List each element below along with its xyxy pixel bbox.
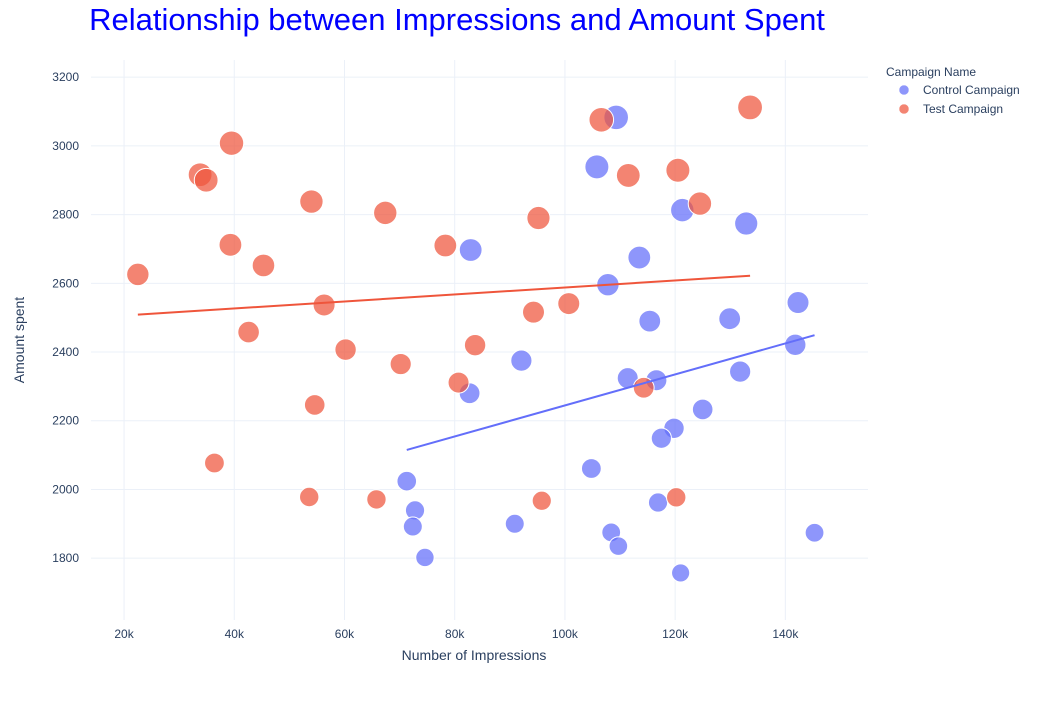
- x-tick-label: 100k: [552, 627, 579, 641]
- test-campaign-point: [463, 333, 487, 357]
- control-campaign-point: [504, 513, 525, 534]
- test-campaign-point: [737, 94, 763, 121]
- test-campaign-point: [193, 167, 219, 193]
- test-campaign-point: [251, 253, 276, 278]
- test-campaign-point: [665, 157, 691, 183]
- x-tick-label: 20k: [114, 627, 134, 641]
- control-campaign-point: [804, 522, 825, 543]
- data-points: [126, 94, 825, 583]
- legend-title: Campaign Name: [886, 65, 976, 79]
- control-campaign-point: [580, 458, 602, 479]
- y-tick-label: 1800: [52, 551, 79, 565]
- control-campaign-point: [584, 154, 610, 180]
- test-campaign-point: [237, 320, 260, 344]
- control-campaign-point: [671, 563, 691, 583]
- test-campaign-point: [303, 394, 326, 416]
- control-campaign-trendline: [406, 334, 815, 451]
- test-campaign-point: [334, 338, 357, 361]
- test-campaign-point: [389, 352, 412, 376]
- legend-label-control-campaign: Control Campaign: [923, 83, 1020, 97]
- test-campaign-trendline: [137, 274, 751, 316]
- control-campaign-points: [396, 104, 825, 583]
- test-campaign-point: [588, 106, 615, 133]
- control-campaign-point: [402, 516, 423, 537]
- control-campaign-point: [627, 245, 652, 270]
- test-campaign-point: [557, 292, 581, 316]
- trendlines: [137, 274, 815, 451]
- test-campaign-point: [615, 163, 641, 188]
- legend-items: Control Campaign Test Campaign: [898, 83, 1020, 116]
- control-campaign-point: [729, 360, 752, 383]
- test-campaign-point: [447, 371, 470, 394]
- control-campaign-point: [691, 398, 714, 421]
- x-tick-label: 60k: [335, 627, 355, 641]
- test-campaign-point: [126, 262, 150, 287]
- legend-marker-test-campaign: [898, 103, 910, 115]
- control-campaign-point: [650, 427, 672, 449]
- control-campaign-point: [415, 547, 435, 568]
- y-axis-ticks: 1800 2000 2200 2400 2600 2800 3000 3200: [52, 70, 79, 565]
- test-campaign-point: [204, 452, 225, 474]
- test-campaign-point: [526, 205, 551, 231]
- control-campaign-point: [718, 307, 742, 331]
- control-campaign-point: [396, 470, 418, 492]
- control-campaign-point: [734, 211, 759, 236]
- legend-marker-control-campaign: [898, 84, 910, 96]
- y-tick-label: 2000: [52, 482, 79, 496]
- test-campaign-point: [218, 130, 245, 156]
- y-tick-label: 2400: [52, 345, 79, 359]
- y-tick-label: 2200: [52, 414, 79, 428]
- y-tick-label: 2600: [52, 276, 79, 290]
- test-campaign-point: [299, 486, 320, 508]
- test-campaign-point: [522, 300, 546, 324]
- control-campaign-point: [510, 349, 533, 372]
- x-tick-label: 120k: [662, 627, 689, 641]
- test-campaign-point: [666, 487, 687, 508]
- y-tick-label: 2800: [52, 208, 79, 222]
- test-campaign-point: [312, 293, 336, 317]
- control-campaign-point: [784, 333, 807, 357]
- y-tick-label: 3200: [52, 70, 79, 84]
- test-campaign-points: [126, 94, 763, 511]
- test-campaign-point: [299, 189, 324, 214]
- x-tick-label: 140k: [772, 627, 799, 641]
- control-campaign-point: [786, 291, 810, 315]
- x-axis-ticks: 20k 40k 60k 80k 100k 120k 140k: [114, 627, 799, 641]
- test-campaign-point: [433, 233, 458, 258]
- control-campaign-point: [458, 238, 483, 262]
- y-tick-label: 3000: [52, 139, 79, 153]
- y-axis-label: Amount spent: [11, 297, 27, 383]
- chart-title: Relationship between Impressions and Amo…: [89, 2, 825, 37]
- test-campaign-point: [373, 200, 398, 226]
- test-campaign-point: [366, 489, 387, 510]
- control-campaign-point: [638, 309, 662, 333]
- legend: Campaign Name Control Campaign Test Campa…: [886, 65, 1020, 116]
- test-campaign-point: [531, 490, 552, 511]
- test-campaign-point: [687, 191, 713, 216]
- legend-label-test-campaign: Test Campaign: [923, 102, 1003, 116]
- x-tick-label: 40k: [225, 627, 245, 641]
- control-campaign-point: [647, 492, 669, 513]
- control-campaign-point: [608, 536, 629, 556]
- x-axis-label: Number of Impressions: [402, 647, 547, 663]
- x-tick-label: 80k: [445, 627, 465, 641]
- test-campaign-point: [218, 232, 243, 257]
